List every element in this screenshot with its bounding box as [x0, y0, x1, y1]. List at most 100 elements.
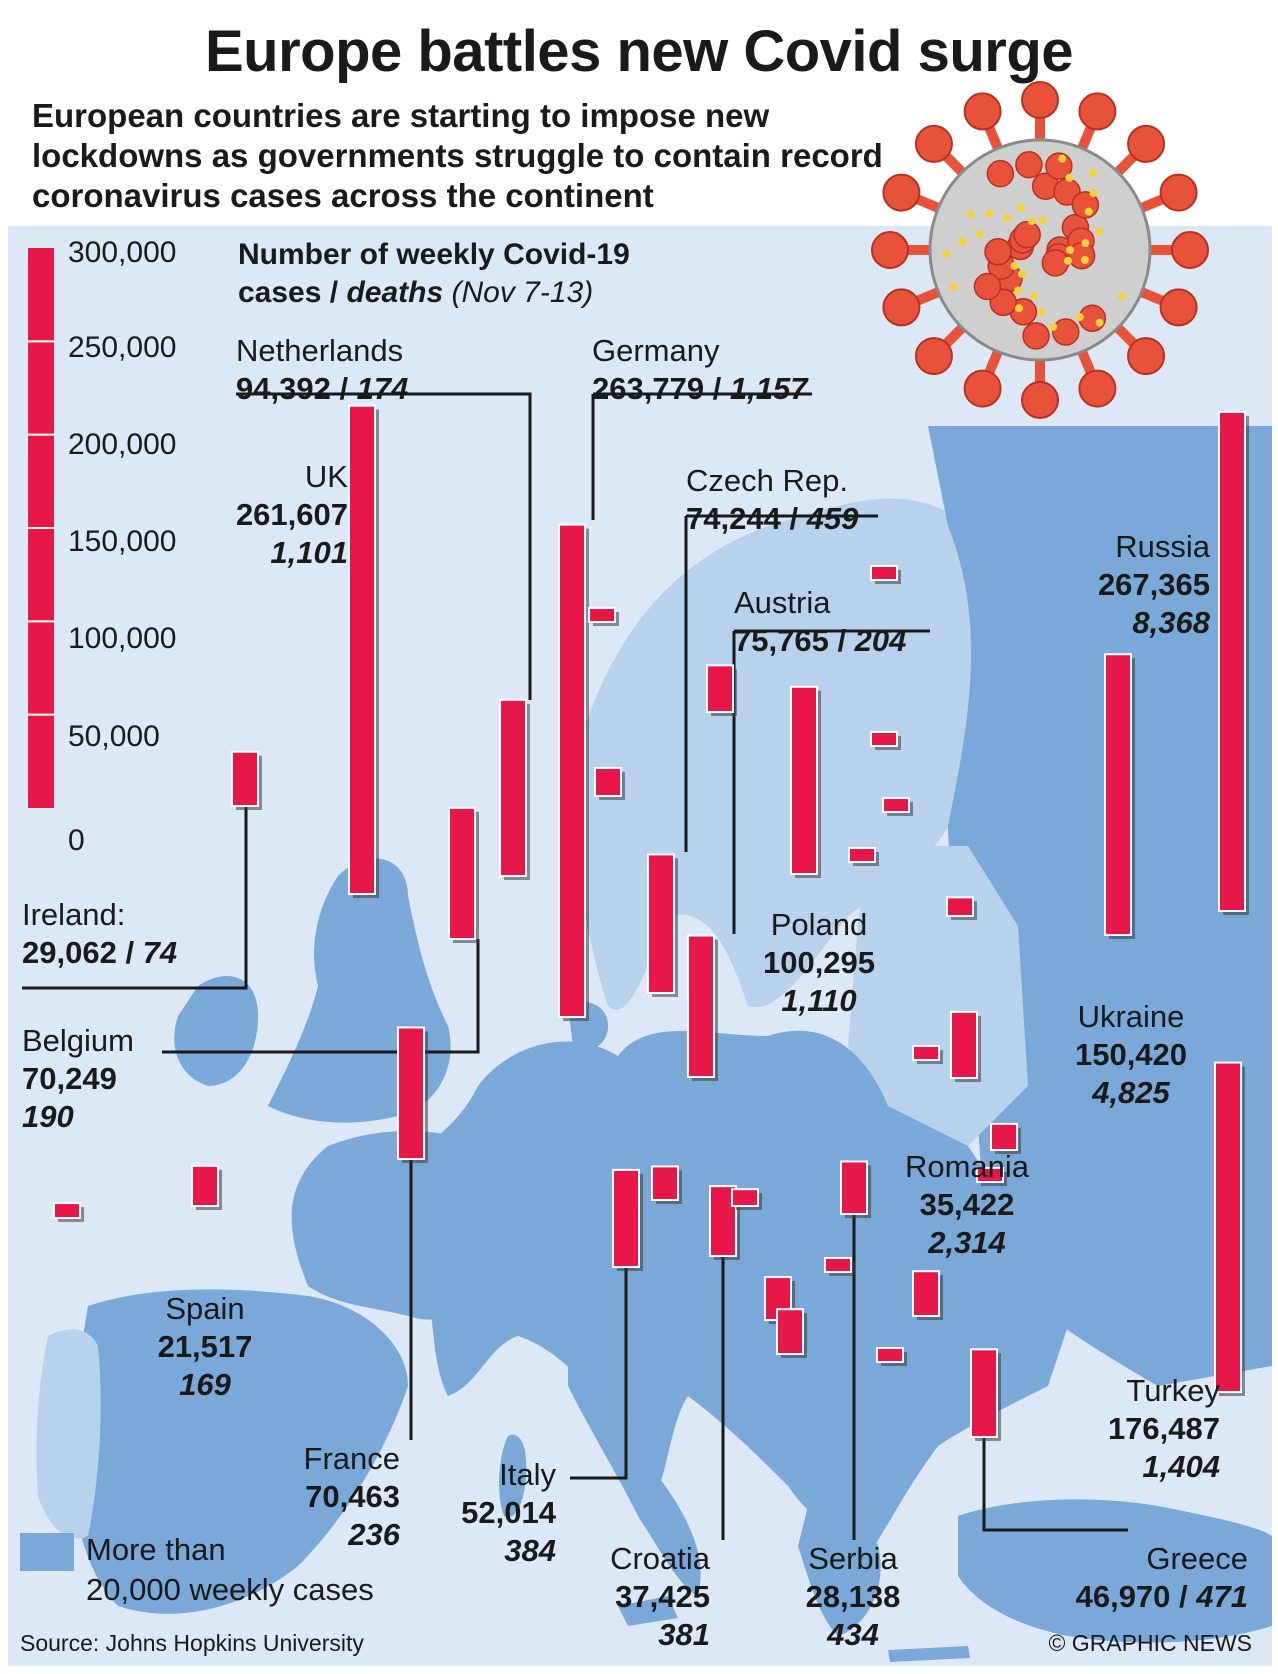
virus-spike-head	[963, 92, 1002, 131]
label-czech: Czech Rep. 74,244 / 459	[686, 463, 859, 536]
virus-spike-head	[1159, 288, 1198, 327]
virus-dot	[1063, 256, 1072, 265]
y-tick-label: 300,000	[68, 236, 177, 269]
virus-dot	[1016, 204, 1025, 213]
virus-spike-head	[882, 288, 921, 327]
label-austria: Austria 75,765 / 204	[734, 585, 907, 658]
chart-heading-dates: (Nov 7-13)	[443, 276, 594, 309]
cases-value: 37,425	[615, 1579, 710, 1614]
page-title: Europe battles new Covid surge	[204, 19, 1074, 84]
bar-czech-rep	[647, 853, 675, 994]
deaths-value: 8,368	[1132, 605, 1210, 640]
virus-surface-protein	[1022, 322, 1050, 350]
bar-romania	[950, 1010, 978, 1079]
label-spain: Spain 21,517 169	[138, 1290, 272, 1404]
label-serbia: Serbia 28,138 434	[790, 1540, 916, 1654]
leader-lines	[22, 392, 1128, 1540]
bar-greece	[970, 1348, 998, 1438]
label-russia: Russia 267,365 8,368	[1098, 528, 1210, 642]
cases-value: 28,138	[805, 1579, 901, 1614]
virus-spike-head	[871, 231, 909, 269]
virus-dot	[1066, 246, 1074, 254]
deaths-value: 1,404	[1142, 1449, 1220, 1484]
map-portugal	[36, 1329, 101, 1539]
bar-ukraine	[1104, 653, 1132, 936]
y-tick-label: 200,000	[68, 428, 177, 461]
cases-value: 21,517	[157, 1329, 253, 1364]
bar-minor-country	[912, 1045, 940, 1061]
country-name: Russia	[1115, 529, 1210, 564]
virus-dot	[976, 230, 985, 239]
bar-netherlands	[499, 698, 527, 877]
cases-value: 35,422	[919, 1187, 1015, 1222]
deaths-value: 236	[348, 1517, 400, 1552]
country-name: Poland	[770, 907, 868, 942]
bar-germany	[558, 523, 586, 1019]
virus-dot	[1089, 189, 1098, 198]
virus-dot	[985, 209, 994, 218]
deaths-value: 471	[1196, 1579, 1248, 1614]
virus-surface-protein	[973, 272, 1002, 301]
bar-minor-country	[824, 1257, 852, 1273]
virus-dot	[1049, 322, 1058, 331]
chart-heading-deaths: deaths	[346, 276, 444, 309]
country-name: Serbia	[808, 1541, 898, 1576]
virus-dot	[1030, 291, 1039, 300]
country-name: Ukraine	[1077, 999, 1185, 1034]
bar-minor-country	[731, 1188, 759, 1207]
virus-surface-protein	[984, 237, 1012, 266]
deaths-value: 4,825	[1092, 1075, 1170, 1110]
virus-dot	[1014, 304, 1023, 313]
virus-surface-protein	[986, 159, 1015, 188]
bar-turkey	[1214, 1061, 1242, 1394]
country-bars	[53, 404, 1249, 1441]
bar-austria	[687, 934, 715, 1079]
bar-minor-country	[870, 731, 898, 747]
virus-spike-head	[1021, 81, 1059, 119]
country-name: Spain	[165, 1291, 245, 1326]
virus-spike-head	[1171, 231, 1209, 269]
map-sicily	[618, 1596, 678, 1626]
deaths-value: 169	[179, 1367, 231, 1402]
y-tick-label: 250,000	[68, 331, 177, 364]
bar-poland	[790, 685, 818, 875]
bar-minor-country	[876, 1347, 904, 1363]
virus-dot	[1095, 318, 1104, 327]
virus-spike-head	[914, 124, 953, 163]
virus-dot	[1010, 261, 1019, 270]
y-tick-label: 0	[68, 824, 85, 857]
leader-line	[236, 392, 532, 700]
deaths-value: 174	[356, 371, 409, 406]
cases-value: 70,249	[22, 1061, 117, 1096]
map-crete	[888, 1646, 970, 1662]
cases-value: 94,392	[236, 371, 331, 406]
virus-dot	[1037, 307, 1046, 316]
map-sardinia	[499, 1434, 527, 1518]
source-credit: Source: Johns Hopkins University	[20, 1630, 364, 1656]
chart-heading: Number of weekly Covid-19 cases / deaths…	[238, 236, 630, 312]
deaths-value: 384	[504, 1533, 556, 1568]
deaths-value: 204	[854, 623, 907, 658]
bar-minor-country	[651, 1165, 679, 1202]
leader-line	[570, 1267, 628, 1480]
map-italy	[568, 1346, 701, 1596]
virus-dot	[949, 283, 958, 292]
virus-surface-protein	[1015, 150, 1043, 179]
country-name: Croatia	[610, 1541, 710, 1576]
map-belarus	[848, 846, 1028, 1146]
cases-value: 150,420	[1074, 1037, 1188, 1072]
virus-dot	[1084, 207, 1093, 216]
country-name: Germany	[592, 333, 720, 368]
leader-line	[982, 1437, 1128, 1532]
cases-value: 46,970	[1075, 1579, 1171, 1614]
deaths-value: 459	[806, 501, 859, 536]
virus-surface-protein	[1067, 241, 1096, 270]
bar-minor-country	[848, 847, 876, 863]
coronavirus-illustration	[871, 81, 1209, 419]
leader-line	[162, 939, 480, 1054]
virus-dot	[942, 249, 951, 258]
deaths-value: 2,314	[928, 1225, 1006, 1260]
label-germany: Germany 263,779 / 1,157	[592, 333, 808, 406]
virus-spike-head	[1127, 337, 1166, 376]
country-name: Czech Rep.	[686, 463, 848, 498]
